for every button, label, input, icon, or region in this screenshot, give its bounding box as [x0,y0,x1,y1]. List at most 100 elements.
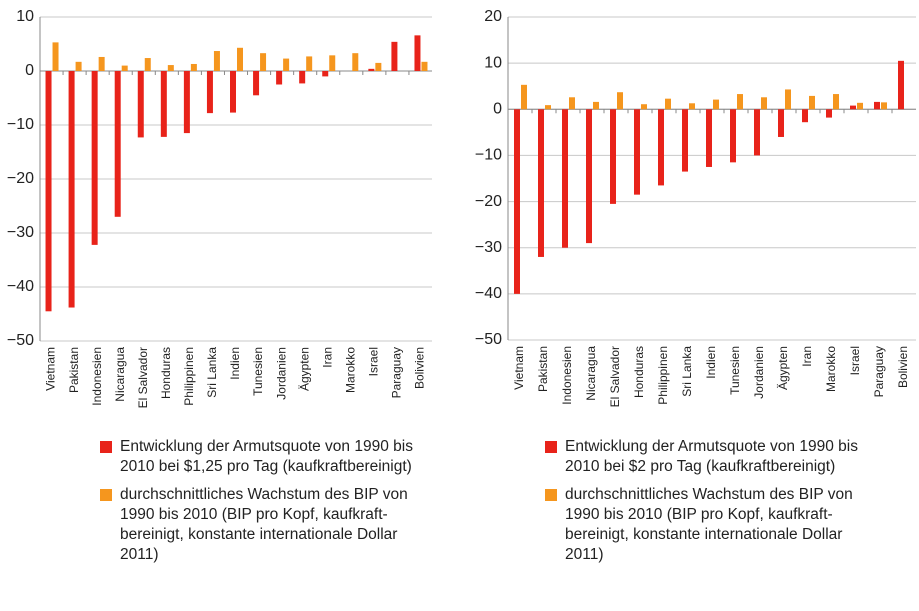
x-tick-label: Tunesien [728,346,742,395]
x-tick-label: Indonesien [90,347,104,406]
x-tick-label: Sri Lanka [680,346,694,397]
bar [75,61,82,71]
bar [521,84,527,110]
y-tick-label: −30 [475,239,502,256]
bar [45,71,52,312]
bar [778,109,784,137]
y-tick-label: −20 [475,193,502,210]
x-tick-label: Jordanien [752,346,766,399]
bar [898,60,904,110]
x-tick-label: Iran [800,346,814,367]
y-tick-label: 20 [484,8,502,25]
bar [137,71,144,138]
y-tick-label: 10 [484,54,502,71]
bar [850,105,856,110]
x-tick-label: Nicaragua [113,347,127,402]
bar [206,71,213,114]
x-tick-label: Indonesien [560,346,574,405]
y-tick-label: 0 [25,62,34,79]
y-tick-label: −40 [475,285,502,302]
bar [276,71,283,85]
x-tick-label: Paraguay [390,347,404,398]
bar [306,56,313,71]
bar [682,109,688,172]
bar [713,99,719,110]
y-tick-label: 10 [16,8,34,25]
y-tick-label: −10 [7,116,34,133]
x-tick-label: Jordanien [274,347,288,400]
bar [562,109,568,248]
x-tick-label: Bolivien [413,347,427,389]
bar [253,71,260,96]
bar [160,71,167,137]
legend-label: durchschnittliches Wachstum des BIP von … [565,486,853,563]
bar [586,109,592,244]
legend-label: Entwicklung der Armutsquote von 1990 bis… [120,438,413,475]
x-tick-label: Pakistan [536,346,550,392]
x-tick-label: Marokko [343,347,357,393]
bar [91,71,98,245]
bar [833,94,839,110]
legend-swatch [100,489,112,501]
legend-entry: durchschnittliches Wachstum des BIP von … [545,485,885,565]
bar [190,63,197,71]
bar [593,101,599,110]
bar [368,68,375,71]
x-tick-label: Israel [848,346,862,375]
bar [754,109,760,156]
legend-swatch [545,489,557,501]
bar [538,109,544,257]
legend-label: Entwicklung der Armutsquote von 1990 bis… [565,438,858,475]
bar [514,109,520,294]
legend-label: durchschnittliches Wachstum des BIP von … [120,486,408,563]
y-tick-label: −50 [475,331,502,348]
bar [230,71,236,113]
bar [569,97,575,110]
bar [114,71,121,217]
x-tick-label: Vietnam [44,347,58,391]
bar [737,94,743,110]
bar [857,102,863,110]
bar [730,109,736,163]
bar [421,61,428,71]
bar [809,95,815,110]
bar [167,65,174,71]
legend-swatch [545,441,557,453]
y-tick-label: −30 [7,224,34,241]
bar [121,65,128,71]
bar [375,62,382,71]
x-tick-label: Philippinen [656,346,670,405]
x-tick-label: Iran [320,347,334,368]
bar [183,71,190,134]
bar [414,35,421,71]
bar [826,109,832,118]
bar [237,47,243,71]
x-tick-label: Indien [704,346,718,379]
y-tick-label: −10 [475,147,502,164]
x-tick-label: Honduras [159,347,173,399]
bar [283,58,290,71]
x-tick-label: Israel [367,347,381,376]
x-tick-label: Ägypten [297,347,311,391]
bar [213,51,220,71]
bar [391,41,398,71]
bar [641,104,647,110]
bar [68,71,75,308]
legend-entry: Entwicklung der Armutsquote von 1990 bis… [100,437,440,477]
legend-swatch [100,441,112,453]
legend-entry: durchschnittliches Wachstum des BIP von … [100,485,440,565]
x-tick-label: Paraguay [872,346,886,397]
bar [329,55,336,71]
bar [260,53,267,71]
x-tick-label: Indien [228,347,242,380]
x-tick-label: Tunesien [251,347,265,396]
charts: −50 −40 −30 −20 −10 0 10 Vietnam Pakistan Indones… [7,8,916,408]
y-tick-label: −40 [7,278,34,295]
x-tick-label: Ägypten [776,346,790,390]
bar [144,58,151,71]
x-tick-label: Nicaragua [584,346,598,401]
bar [634,109,640,195]
bar [785,89,791,110]
bar [98,56,105,71]
